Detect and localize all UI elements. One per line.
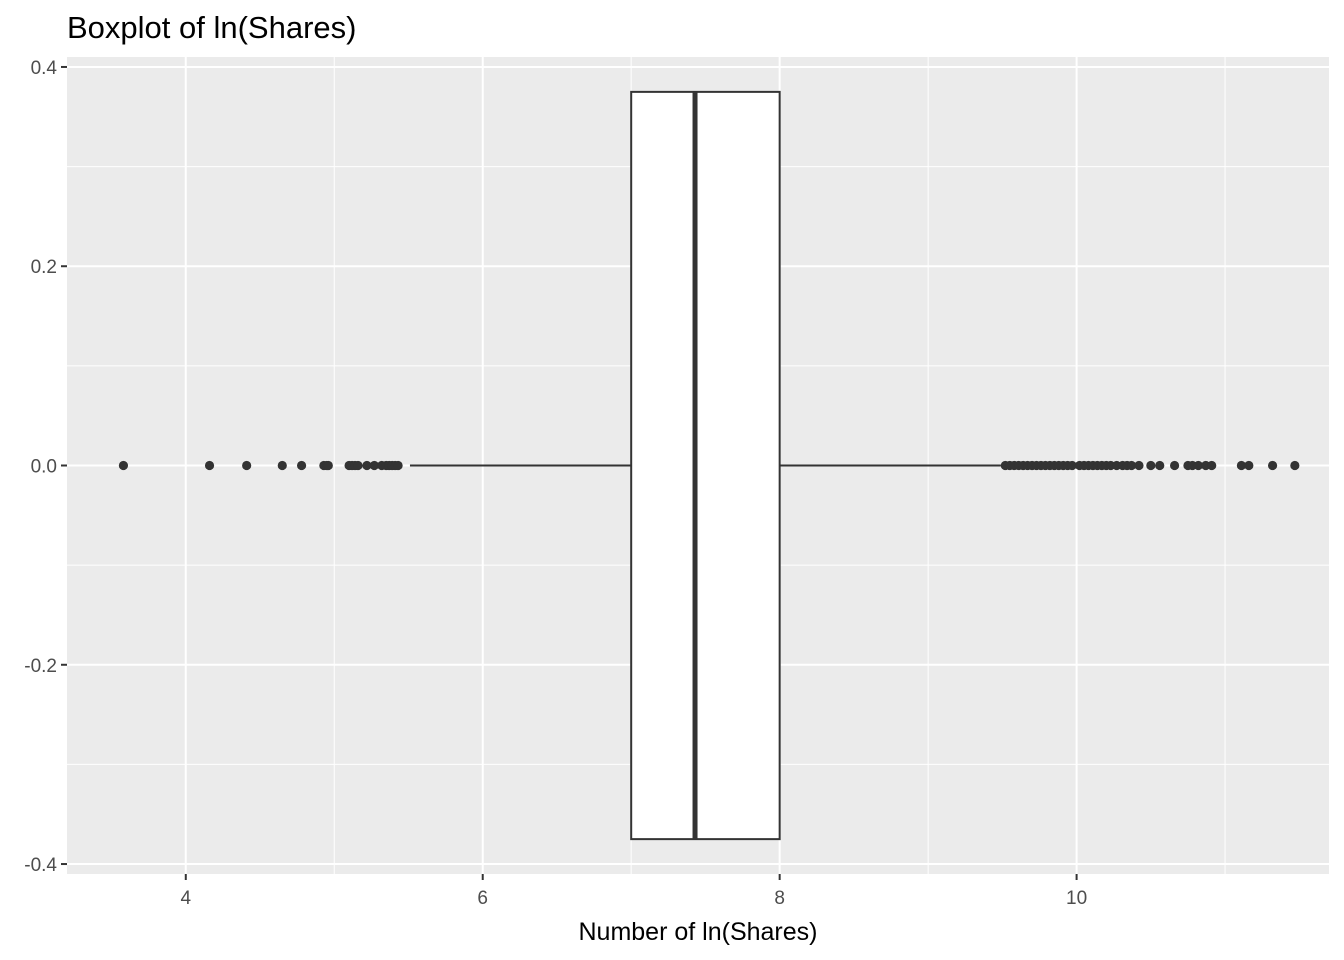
- outlier-point: [1067, 460, 1077, 471]
- y-tick-label: 0.4: [31, 58, 58, 79]
- outlier-point: [1146, 460, 1156, 471]
- x-axis-title: Number of ln(Shares): [579, 918, 818, 946]
- outlier-point: [362, 460, 372, 471]
- outlier-point: [369, 460, 379, 471]
- boxplot: [409, 90, 1001, 841]
- y-tick-label: -0.4: [24, 855, 57, 876]
- y-axis: -0.4 -0.2 0.0 0.2 0.4: [24, 58, 67, 876]
- outlier-point: [1267, 460, 1278, 471]
- outlier-point: [277, 460, 287, 471]
- outlier-point: [1134, 460, 1144, 471]
- y-tick-label: 0.2: [31, 257, 57, 278]
- outlier-point: [1155, 460, 1165, 471]
- outlier-point: [118, 460, 129, 471]
- outlier-point: [1169, 460, 1180, 471]
- x-axis: 4 6 8 10: [180, 874, 1087, 909]
- outlier-point: [1207, 460, 1217, 471]
- outlier-point: [353, 460, 363, 471]
- outlier-point: [1126, 460, 1137, 471]
- outlier-point: [296, 460, 307, 471]
- outlier-point: [1236, 460, 1247, 471]
- outlier-point: [204, 460, 215, 471]
- outlier-point: [393, 460, 403, 471]
- iqr-box: [630, 90, 781, 841]
- x-tick-label: 10: [1066, 888, 1087, 909]
- x-tick-label: 4: [180, 888, 191, 909]
- outlier-point: [323, 460, 333, 471]
- y-tick-label: -0.2: [24, 656, 57, 677]
- outlier-point: [242, 460, 252, 471]
- x-tick-label: 6: [477, 888, 488, 909]
- outlier-point: [1244, 460, 1254, 471]
- outliers: [118, 460, 1300, 471]
- y-tick-label: 0.0: [31, 457, 57, 478]
- outlier-point: [1290, 460, 1300, 471]
- x-tick-label: 8: [774, 888, 785, 909]
- chart-title: Boxplot of ln(Shares): [67, 10, 357, 45]
- outlier-point: [1193, 460, 1203, 471]
